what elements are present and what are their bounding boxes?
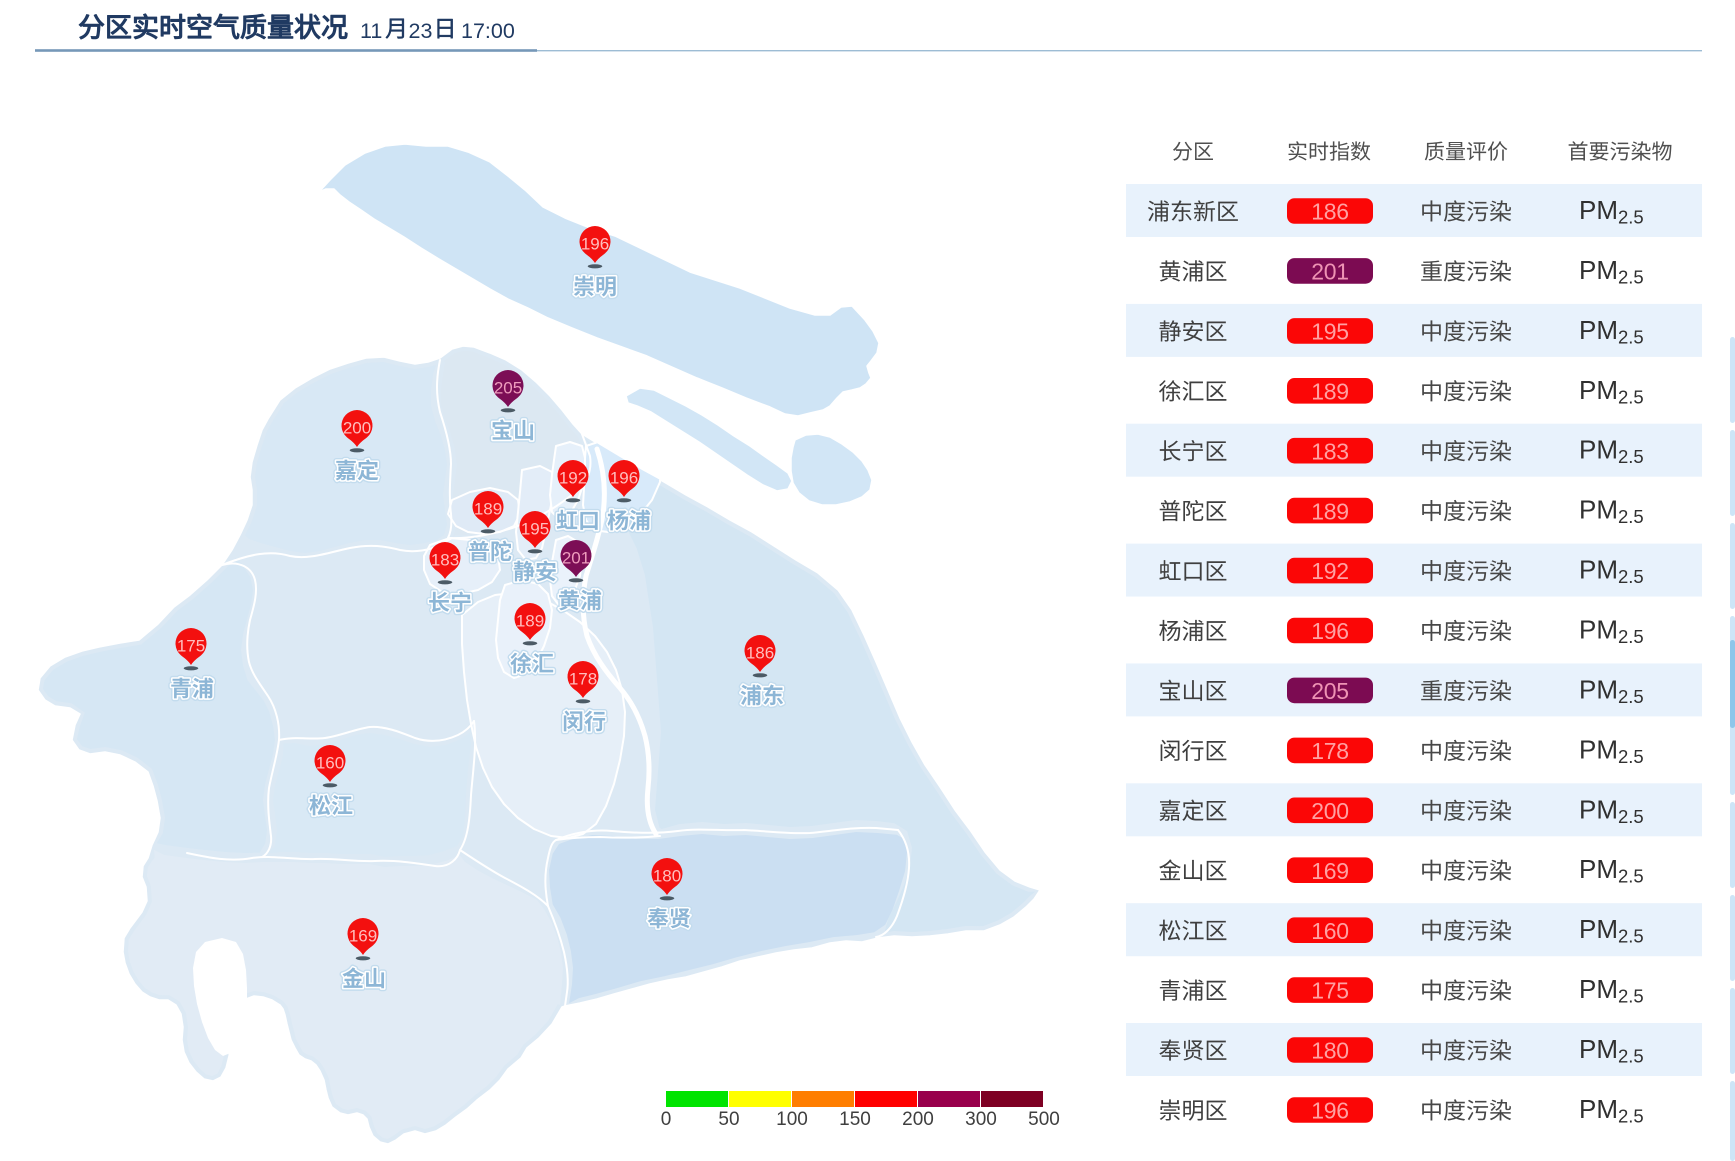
svg-text:PM2.5: PM2.5: [1579, 1094, 1644, 1127]
svg-text:183: 183: [1311, 438, 1348, 464]
svg-text:0: 0: [661, 1109, 672, 1130]
svg-text:195: 195: [1311, 318, 1348, 344]
svg-text:196: 196: [610, 469, 638, 488]
svg-text:192: 192: [1311, 558, 1348, 584]
svg-text:PM2.5: PM2.5: [1579, 1034, 1644, 1067]
svg-text:189: 189: [1311, 378, 1348, 404]
svg-text:186: 186: [1311, 199, 1348, 225]
svg-text:160: 160: [316, 754, 344, 773]
svg-text:180: 180: [653, 867, 681, 886]
svg-text:17:00: 17:00: [461, 19, 515, 43]
svg-text:150: 150: [839, 1109, 871, 1130]
svg-text:PM2.5: PM2.5: [1579, 255, 1644, 288]
svg-text:23: 23: [409, 19, 433, 43]
svg-text:205: 205: [494, 379, 522, 398]
svg-text:PM2.5: PM2.5: [1579, 854, 1644, 887]
svg-text:189: 189: [516, 612, 544, 631]
svg-text:500: 500: [1028, 1109, 1060, 1130]
svg-text:PM2.5: PM2.5: [1579, 914, 1644, 947]
svg-text:189: 189: [474, 500, 502, 519]
svg-text:201: 201: [562, 549, 590, 568]
svg-text:PM2.5: PM2.5: [1579, 974, 1644, 1007]
svg-text:PM2.5: PM2.5: [1579, 734, 1644, 767]
svg-text:205: 205: [1311, 678, 1348, 704]
svg-text:196: 196: [1311, 1098, 1348, 1124]
svg-text:186: 186: [746, 644, 774, 663]
svg-text:178: 178: [569, 670, 597, 689]
svg-text:169: 169: [1311, 858, 1348, 884]
svg-text:192: 192: [559, 469, 587, 488]
svg-text:196: 196: [1311, 618, 1348, 644]
svg-text:160: 160: [1311, 918, 1348, 944]
svg-text:300: 300: [965, 1109, 997, 1130]
svg-text:180: 180: [1311, 1038, 1348, 1064]
svg-text:200: 200: [1311, 798, 1348, 824]
svg-text:PM2.5: PM2.5: [1579, 794, 1644, 827]
svg-text:200: 200: [343, 419, 371, 438]
svg-text:195: 195: [521, 520, 549, 539]
svg-text:200: 200: [902, 1109, 934, 1130]
svg-text:100: 100: [776, 1109, 808, 1130]
svg-text:11: 11: [360, 19, 382, 43]
svg-text:PM2.5: PM2.5: [1579, 555, 1644, 588]
svg-text:PM2.5: PM2.5: [1579, 674, 1644, 707]
svg-text:PM2.5: PM2.5: [1579, 435, 1644, 468]
svg-text:PM2.5: PM2.5: [1579, 375, 1644, 408]
svg-text:50: 50: [718, 1109, 739, 1130]
svg-text:196: 196: [581, 235, 609, 254]
svg-text:201: 201: [1311, 259, 1348, 285]
svg-text:169: 169: [349, 927, 377, 946]
svg-text:PM2.5: PM2.5: [1579, 195, 1644, 228]
svg-text:175: 175: [177, 637, 205, 656]
svg-text:175: 175: [1311, 978, 1348, 1004]
svg-text:PM2.5: PM2.5: [1579, 495, 1644, 528]
svg-text:178: 178: [1311, 738, 1348, 764]
svg-text:183: 183: [431, 551, 459, 570]
svg-text:189: 189: [1311, 498, 1348, 524]
svg-text:PM2.5: PM2.5: [1579, 315, 1644, 348]
svg-text:PM2.5: PM2.5: [1579, 615, 1644, 648]
